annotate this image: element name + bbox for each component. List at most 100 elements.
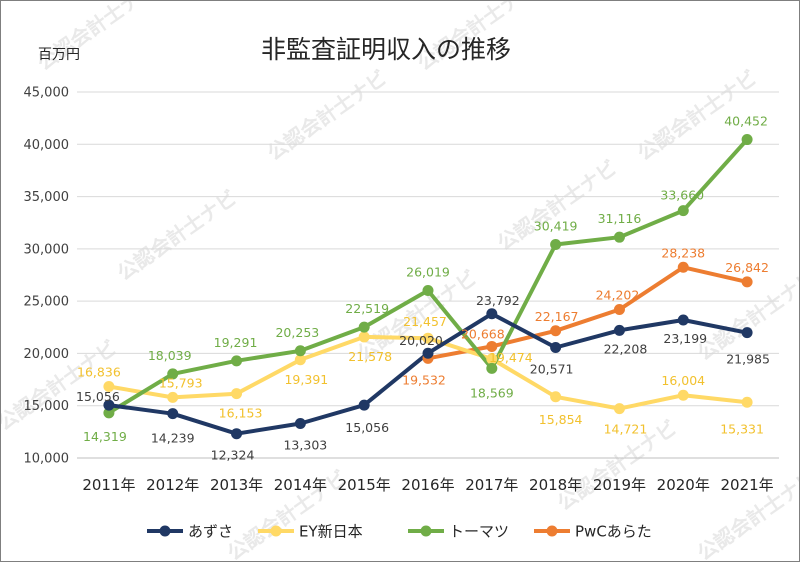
series-points bbox=[103, 134, 753, 440]
data-point bbox=[677, 205, 689, 217]
legend-swatch-marker bbox=[159, 525, 171, 537]
x-tick-label: 2014年 bbox=[274, 476, 327, 494]
y-tick-label: 15,000 bbox=[24, 399, 70, 414]
data-point bbox=[741, 276, 753, 288]
data-label: 14,239 bbox=[151, 431, 195, 446]
x-tick-label: 2012年 bbox=[146, 476, 199, 494]
data-point bbox=[103, 407, 115, 419]
data-point bbox=[294, 354, 306, 366]
data-label: 20,020 bbox=[399, 333, 443, 348]
data-label: 40,452 bbox=[724, 114, 768, 129]
data-point bbox=[677, 261, 689, 273]
data-point bbox=[231, 355, 243, 367]
data-point bbox=[613, 403, 625, 415]
data-point bbox=[613, 231, 625, 243]
data-label: 21,578 bbox=[348, 349, 392, 364]
data-label: 15,056 bbox=[76, 389, 120, 404]
data-label: 19,532 bbox=[402, 372, 446, 387]
data-point bbox=[550, 341, 562, 353]
legend-label: PwCあらた bbox=[575, 523, 652, 541]
data-label: 22,208 bbox=[604, 341, 648, 356]
data-point bbox=[294, 345, 306, 357]
data-label: 26,842 bbox=[725, 260, 769, 275]
data-label: 22,519 bbox=[345, 301, 389, 316]
y-tick-label: 35,000 bbox=[24, 190, 70, 205]
data-label: 16,153 bbox=[219, 406, 263, 421]
legend: あずさ EY新日本 トーマツ PwCあらた bbox=[147, 523, 652, 541]
data-point bbox=[422, 284, 434, 296]
series-line bbox=[426, 265, 750, 361]
data-label: 13,303 bbox=[283, 437, 327, 452]
data-point bbox=[550, 391, 562, 403]
data-point bbox=[231, 428, 243, 440]
legend-label: あずさ bbox=[188, 523, 233, 541]
data-point bbox=[550, 325, 562, 337]
x-axis-ticks: 2011年 2012年 2013年 2014年 2015年 2016年 2017年 2018年… bbox=[82, 476, 773, 494]
legend-label: トーマツ bbox=[449, 523, 509, 541]
data-label: 15,854 bbox=[539, 412, 583, 427]
data-label: 28,238 bbox=[661, 245, 705, 260]
data-point bbox=[741, 327, 753, 339]
data-label: 23,792 bbox=[476, 293, 520, 308]
y-tick-label: 20,000 bbox=[24, 347, 70, 362]
data-label: 23,199 bbox=[663, 331, 707, 346]
legend-swatch-marker bbox=[546, 525, 558, 537]
data-label: 12,324 bbox=[211, 448, 255, 463]
data-label: 31,116 bbox=[598, 211, 642, 226]
data-point bbox=[294, 417, 306, 429]
data-label: 21,985 bbox=[726, 352, 770, 367]
data-point bbox=[358, 399, 370, 411]
data-point bbox=[741, 134, 753, 146]
data-label: 19,391 bbox=[284, 372, 328, 387]
y-axis-ticks: 10,000 15,000 20,000 25,000 30,000 35,000 40,0… bbox=[24, 86, 70, 467]
data-label: 19,474 bbox=[489, 350, 533, 365]
y-tick-label: 25,000 bbox=[24, 295, 70, 310]
y-tick-label: 40,000 bbox=[24, 138, 70, 153]
y-tick-label: 10,000 bbox=[24, 452, 70, 467]
watermark-text: 公認会計士ナビ bbox=[33, 1, 161, 75]
data-label: 16,004 bbox=[661, 373, 705, 388]
data-label: 22,167 bbox=[535, 309, 579, 324]
data-label: 15,331 bbox=[720, 421, 764, 436]
data-label: 15,793 bbox=[159, 375, 203, 390]
data-point bbox=[167, 408, 179, 420]
y-tick-label: 30,000 bbox=[24, 242, 70, 257]
x-tick-label: 2021年 bbox=[720, 476, 773, 494]
watermark-text: 公認会計士ナビ bbox=[113, 185, 241, 285]
x-tick-label: 2013年 bbox=[210, 476, 263, 494]
data-label: 20,668 bbox=[461, 326, 505, 341]
data-point bbox=[677, 314, 689, 326]
data-point bbox=[613, 324, 625, 336]
data-label: 15,056 bbox=[345, 420, 389, 435]
legend-swatch-marker bbox=[420, 525, 432, 537]
data-point bbox=[486, 340, 498, 352]
data-labels: 15,056 14,239 12,324 13,303 15,056 20,020 23,7… bbox=[76, 114, 770, 463]
data-point bbox=[422, 347, 434, 359]
data-point bbox=[103, 399, 115, 411]
data-label: 26,019 bbox=[406, 264, 450, 279]
data-point bbox=[422, 332, 434, 344]
legend-label: EY新日本 bbox=[299, 523, 363, 541]
data-label: 21,457 bbox=[403, 314, 447, 329]
data-label: 33,660 bbox=[660, 188, 704, 203]
data-label: 18,569 bbox=[470, 385, 514, 400]
data-point bbox=[677, 389, 689, 401]
data-label: 14,319 bbox=[83, 429, 127, 444]
data-point bbox=[231, 388, 243, 400]
data-point bbox=[613, 303, 625, 315]
data-label: 16,836 bbox=[77, 365, 121, 380]
data-label: 20,571 bbox=[530, 361, 574, 376]
legend-swatch-marker bbox=[270, 525, 282, 537]
y-tick-label: 45,000 bbox=[24, 86, 70, 101]
data-point bbox=[741, 396, 753, 408]
data-label: 14,721 bbox=[604, 422, 648, 437]
data-label: 19,291 bbox=[214, 335, 258, 350]
x-tick-label: 2018年 bbox=[529, 476, 582, 494]
data-point bbox=[167, 368, 179, 380]
data-label: 20,253 bbox=[275, 325, 319, 340]
x-tick-label: 2016年 bbox=[401, 476, 454, 494]
data-point bbox=[486, 308, 498, 320]
data-label: 30,419 bbox=[534, 218, 578, 233]
